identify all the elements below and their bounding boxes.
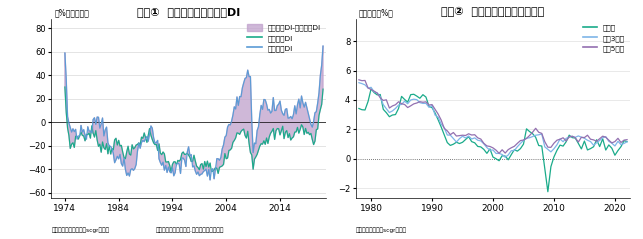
Text: （出所：内閣よりscgr作成）: （出所：内閣よりscgr作成） (356, 227, 407, 233)
Legend: 次年度, 今後3年間, 今後5年間: 次年度, 今後3年間, 今後5年間 (581, 23, 626, 53)
Legend: 販売価格DI-仕入価格DI, 販売価格DI, 仕入価格DI: 販売価格DI-仕入価格DI, 販売価格DI, 仕入価格DI (246, 23, 322, 53)
Text: （%ポイント）: （%ポイント） (54, 8, 89, 17)
Text: （注）全規模・全産業.「上昇」－「下落」: （注）全規模・全産業.「上昇」－「下落」 (156, 227, 224, 233)
Title: 図表①  販売・仕入判断価格DI: 図表① 販売・仕入判断価格DI (137, 7, 240, 17)
Text: （前年度比%）: （前年度比%） (359, 8, 394, 17)
Title: 図表②  企業の経済成長率見通し: 図表② 企業の経済成長率見通し (441, 7, 545, 17)
Text: （出所：日本銀行よりscgr作成）: （出所：日本銀行よりscgr作成） (51, 227, 109, 233)
